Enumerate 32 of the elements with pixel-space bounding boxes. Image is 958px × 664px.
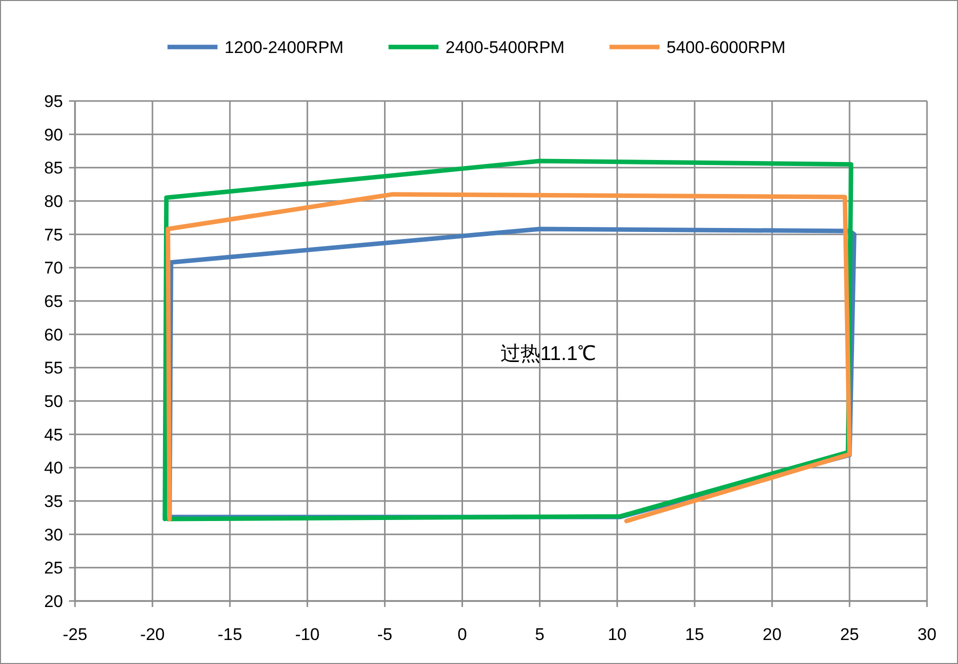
y-tick-label: 95 — [44, 92, 63, 111]
y-tick-label: 35 — [44, 492, 63, 511]
legend-label: 2400-5400RPM — [446, 38, 565, 57]
y-tick-label: 30 — [44, 525, 63, 544]
annotation: 过热11.1℃ — [500, 343, 596, 365]
x-tick-label: 30 — [918, 625, 936, 644]
y-tick-label: 60 — [44, 325, 63, 344]
x-tick-label: -5 — [377, 625, 392, 644]
y-tick-label: 25 — [44, 558, 63, 578]
x-tick-label: 20 — [762, 625, 782, 644]
x-tick-label: -15 — [218, 625, 242, 644]
y-tick-label: 65 — [44, 292, 63, 311]
x-tick-label: -20 — [140, 625, 165, 644]
legend-label: 1200-2400RPM — [224, 38, 344, 57]
y-tick-label: 50 — [44, 392, 63, 411]
x-tick-label: -25 — [62, 625, 88, 644]
x-tick-label: 5 — [534, 625, 544, 644]
x-tick-label: -10 — [295, 625, 320, 644]
x-tick-label: 15 — [685, 625, 704, 644]
y-tick-label: 75 — [44, 225, 63, 244]
y-tick-label: 80 — [44, 192, 63, 211]
x-tick-label: 25 — [840, 625, 860, 644]
y-tick-label: 40 — [44, 458, 63, 478]
y-tick-label: 55 — [44, 358, 63, 378]
y-tick-label: 90 — [44, 125, 63, 144]
y-tick-label: 20 — [44, 592, 63, 611]
y-tick-label: 45 — [44, 425, 63, 444]
x-tick-label: 10 — [608, 625, 627, 644]
x-tick-label: 0 — [458, 625, 468, 644]
y-tick-label: 85 — [44, 158, 63, 178]
legend-label: 5400-6000RPM — [666, 38, 786, 57]
y-tick-label: 70 — [44, 258, 63, 278]
